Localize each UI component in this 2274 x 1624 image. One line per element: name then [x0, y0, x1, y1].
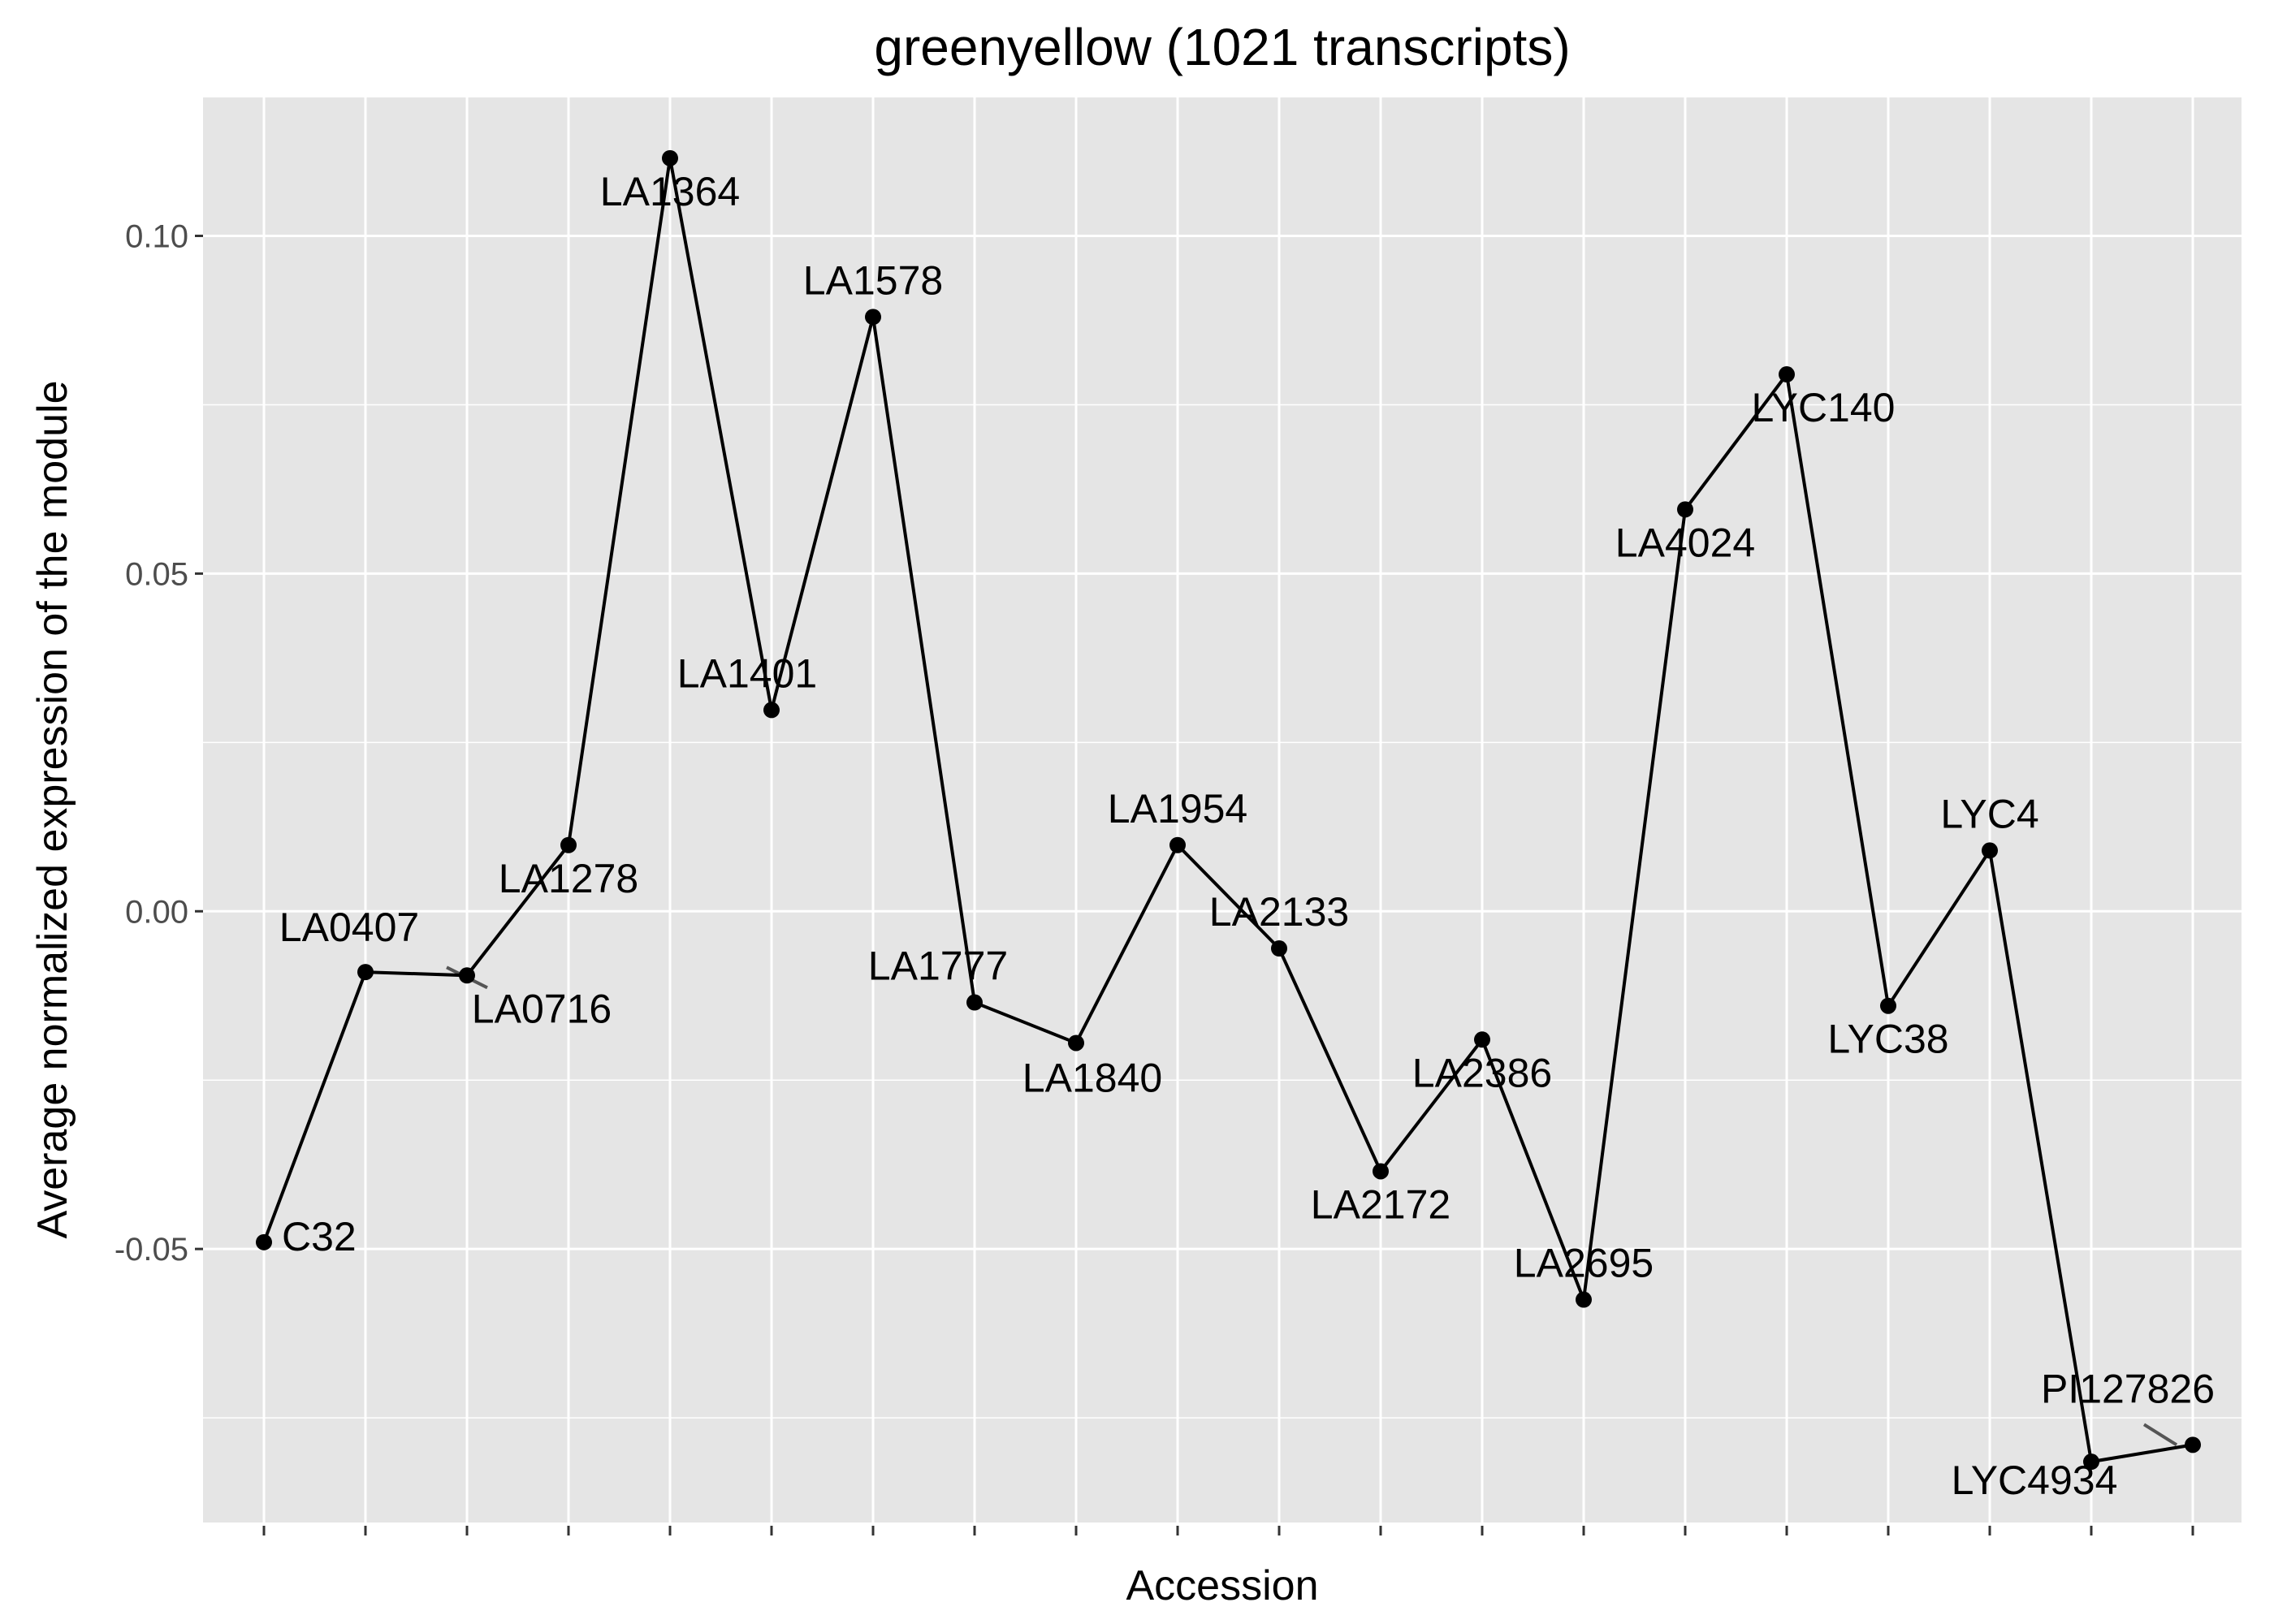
- series-line: [262, 158, 2194, 1464]
- data-point-lyc4934: [2083, 1453, 2099, 1471]
- data-points: [256, 149, 2201, 1471]
- data-label-la1578: LA1578: [803, 257, 943, 303]
- data-label-la2172: LA2172: [1311, 1181, 1450, 1227]
- data-label-la2386: LA2386: [1412, 1050, 1552, 1095]
- data-label-lyc4: LYC4: [1940, 791, 2038, 836]
- data-point-la2386: [1474, 1031, 1490, 1048]
- data-point-labels: C32 LA0407 LA0716 LA1278 LA1364 LA1401 LA1578 L…: [279, 169, 2215, 1503]
- data-point-la1578: [865, 309, 881, 326]
- data-point-la4024: [1677, 501, 1693, 518]
- y-axis-title: Average normalized expression of the mod…: [29, 381, 76, 1239]
- data-point-lyc140: [1779, 366, 1795, 383]
- minor-gridlines: [203, 404, 2242, 1419]
- y-axis-ticks: -0.05 0.00 0.05 0.10: [115, 219, 203, 1268]
- data-label-la0716: LA0716: [472, 986, 612, 1031]
- data-label-la1777: LA1777: [868, 944, 1008, 989]
- x-axis-title: Accession: [1126, 1562, 1319, 1609]
- data-point-la0716: [459, 967, 475, 984]
- label-leader-line: [2142, 1423, 2178, 1447]
- data-label-lyc140: LYC140: [1752, 385, 1896, 430]
- data-label-c32: C32: [282, 1214, 357, 1259]
- data-point-la2172: [1373, 1163, 1389, 1180]
- y-tick-label: -0.05: [115, 1232, 188, 1268]
- data-label-la1954: LA1954: [1108, 786, 1247, 831]
- data-point-lyc4: [1982, 842, 1998, 859]
- data-label-la4024: LA4024: [1615, 520, 1755, 565]
- data-label-lyc38: LYC38: [1827, 1017, 1948, 1062]
- data-label-la1278: LA1278: [499, 856, 638, 901]
- data-point-pi127826: [2185, 1436, 2201, 1453]
- x-axis-ticks: [262, 1526, 2194, 1535]
- data-label-la1364: LA1364: [600, 169, 740, 214]
- data-point-la1777: [966, 994, 983, 1011]
- chart-title: greenyellow (1021 transcripts): [874, 18, 1570, 76]
- y-tick-label: 0.10: [125, 219, 188, 255]
- data-point-la1364: [662, 149, 678, 166]
- data-label-la0407: LA0407: [279, 905, 419, 950]
- data-point-lyc38: [1880, 997, 1896, 1014]
- y-tick-label: 0.05: [125, 556, 188, 592]
- data-label-la2133: LA2133: [1209, 889, 1349, 935]
- data-label-la2695: LA2695: [1514, 1241, 1654, 1286]
- data-label-pi127826: PI127826: [2041, 1366, 2215, 1411]
- data-point-la2695: [1576, 1291, 1592, 1308]
- data-label-la1840: LA1840: [1022, 1055, 1162, 1100]
- data-point-la1278: [560, 836, 577, 853]
- major-gridlines: [203, 97, 2242, 1522]
- data-label-lyc4934: LYC4934: [1952, 1458, 2118, 1503]
- data-point-la0407: [357, 964, 374, 981]
- data-point-la1840: [1068, 1034, 1084, 1052]
- plot-panel: [203, 97, 2242, 1522]
- data-point-la2133: [1271, 940, 1287, 957]
- y-tick-label: 0.00: [125, 894, 188, 930]
- data-point-c32: [256, 1233, 272, 1250]
- data-point-la1954: [1169, 836, 1186, 853]
- data-label-la1401: LA1401: [677, 650, 817, 696]
- data-point-la1401: [763, 702, 780, 719]
